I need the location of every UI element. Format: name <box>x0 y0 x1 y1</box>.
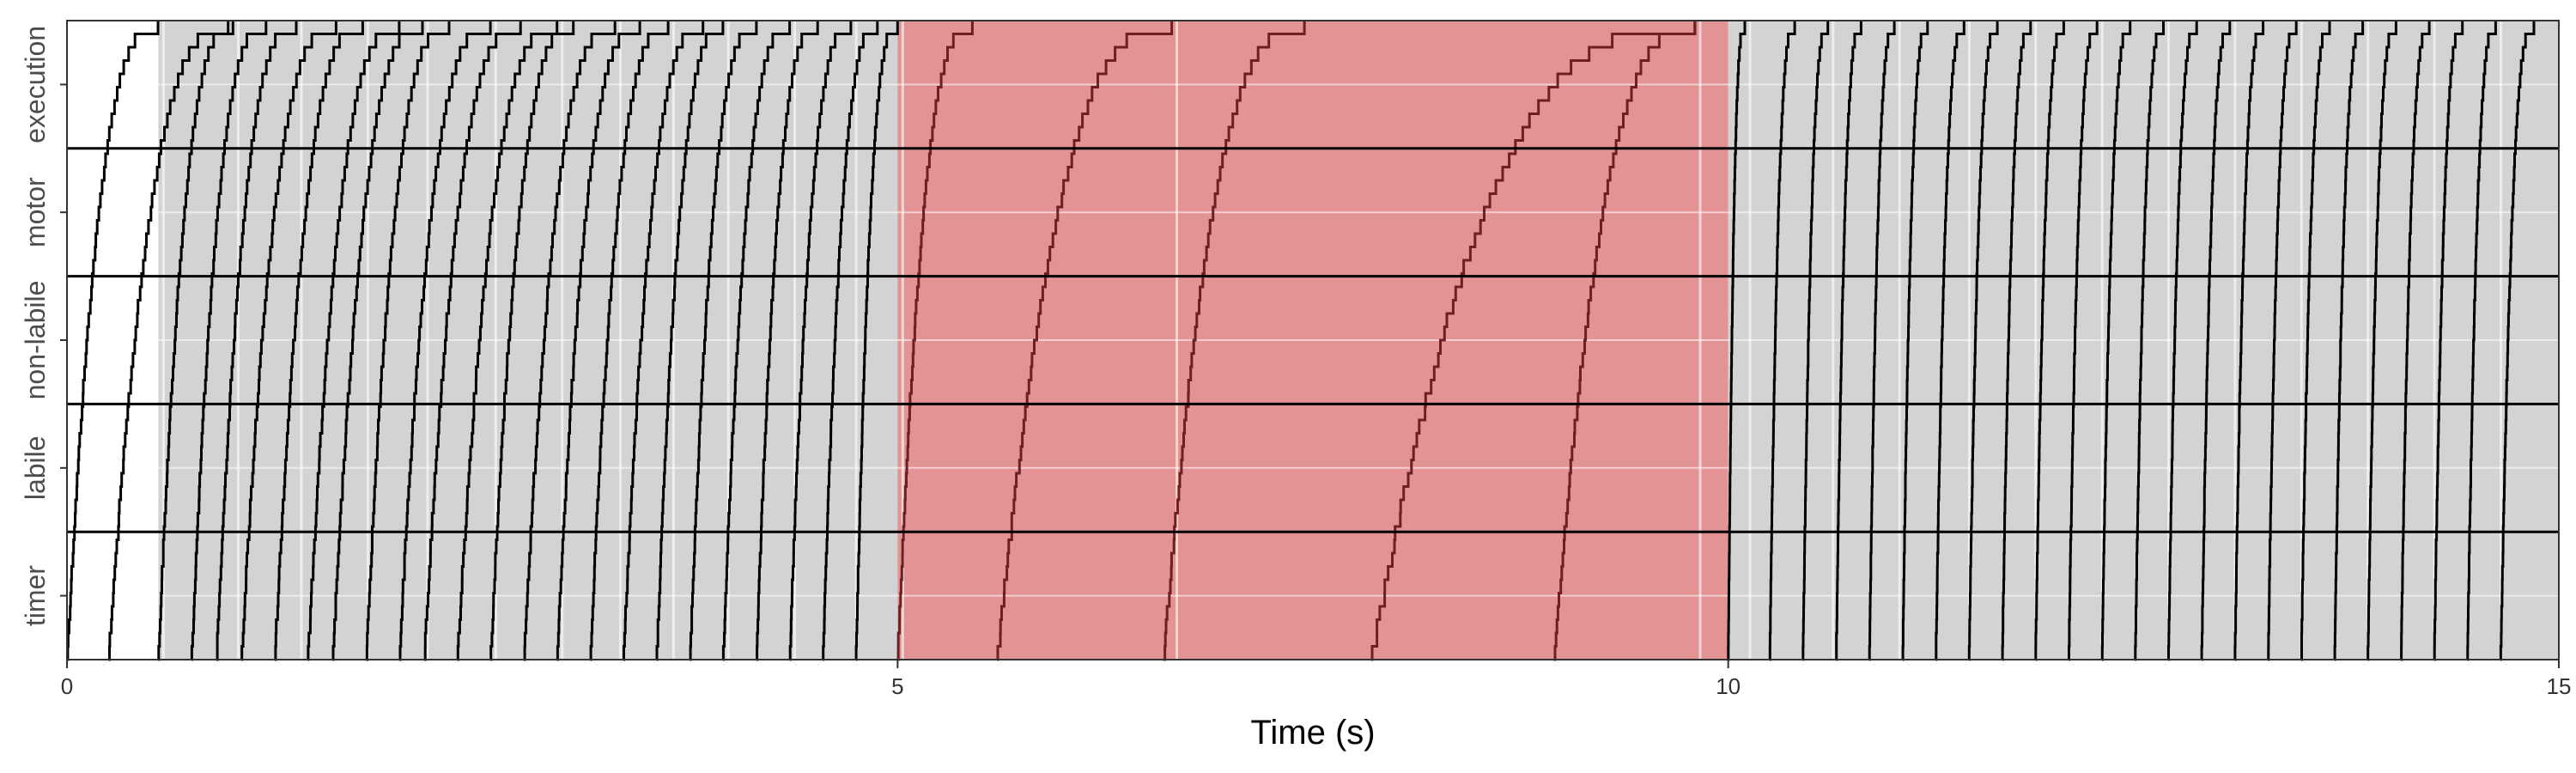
trace-2-20 <box>2400 21 2431 661</box>
trace-0-14 <box>523 21 617 661</box>
trace-2-11 <box>2100 21 2132 661</box>
trace-1-4 <box>1553 21 1697 661</box>
trace-0-16 <box>589 21 670 661</box>
row-label-non-labile: non-labile <box>20 281 51 400</box>
trace-0-11 <box>423 21 522 661</box>
trace-2-2 <box>1801 21 1830 661</box>
row-separators <box>67 147 2559 533</box>
trace-0-17 <box>623 21 705 661</box>
grid-lines <box>67 83 2559 597</box>
trace-0-18 <box>655 21 725 661</box>
x-tick-label: 10 <box>1716 673 1741 699</box>
trace-0-8 <box>331 21 424 661</box>
trace-1-2 <box>1163 21 1306 661</box>
trace-2-21 <box>2433 21 2464 661</box>
trace-0-6 <box>274 21 364 661</box>
trace-2-9 <box>2034 21 2065 661</box>
trace-2-0 <box>1727 21 1747 661</box>
trace-1-3 <box>1370 21 1697 661</box>
trace-0-13 <box>489 21 575 661</box>
row-label-execution: execution <box>20 26 51 143</box>
x-tick-label: 15 <box>2547 673 2572 699</box>
trace-2-13 <box>2167 21 2198 661</box>
trace-0-15 <box>556 21 641 661</box>
trace-2-18 <box>2333 21 2365 661</box>
x-axis-title: Time (s) <box>1250 714 1375 752</box>
trace-0-20 <box>721 21 792 661</box>
trace-2-5 <box>1901 21 1929 661</box>
trace-0-3 <box>190 21 268 661</box>
trace-2-23 <box>2499 21 2536 661</box>
trace-2-6 <box>1935 21 1965 661</box>
trace-0-7 <box>307 21 401 661</box>
trace-2-1 <box>1768 21 1796 661</box>
trace-0-0 <box>66 21 160 661</box>
trace-0-12 <box>456 21 559 661</box>
trace-0-21 <box>756 21 819 661</box>
trace-2-12 <box>2134 21 2165 661</box>
traces <box>66 21 2536 661</box>
trace-0-24 <box>854 21 899 661</box>
trace-0-1 <box>108 21 230 661</box>
trace-0-4 <box>216 21 298 661</box>
axes: 0 5 10 15 timer labile non-labile motor executio… <box>20 26 2571 699</box>
trace-2-22 <box>2466 21 2497 661</box>
x-tick-label: 5 <box>891 673 903 699</box>
trace-0-9 <box>365 21 451 661</box>
trace-2-14 <box>2200 21 2232 661</box>
trace-2-10 <box>2068 21 2099 661</box>
row-label-timer: timer <box>20 565 51 626</box>
trace-0-5 <box>240 21 337 661</box>
trace-2-4 <box>1868 21 1896 661</box>
trace-1-1 <box>996 21 1174 661</box>
row-label-labile: labile <box>20 435 51 500</box>
trace-0-2 <box>157 21 234 661</box>
x-tick-label: 0 <box>61 673 73 699</box>
trace-2-16 <box>2267 21 2298 661</box>
trace-2-8 <box>2001 21 2032 661</box>
trace-2-15 <box>2233 21 2265 661</box>
trace-2-19 <box>2366 21 2397 661</box>
row-label-motor: motor <box>20 177 51 247</box>
trace-2-3 <box>1835 21 1862 661</box>
trace-0-22 <box>788 21 853 661</box>
trace-0-10 <box>398 21 492 661</box>
trace-2-7 <box>1967 21 1999 661</box>
trace-1-0 <box>896 21 974 661</box>
trace-2-17 <box>2300 21 2331 661</box>
trace-0-23 <box>822 21 879 661</box>
trace-0-19 <box>689 21 758 661</box>
